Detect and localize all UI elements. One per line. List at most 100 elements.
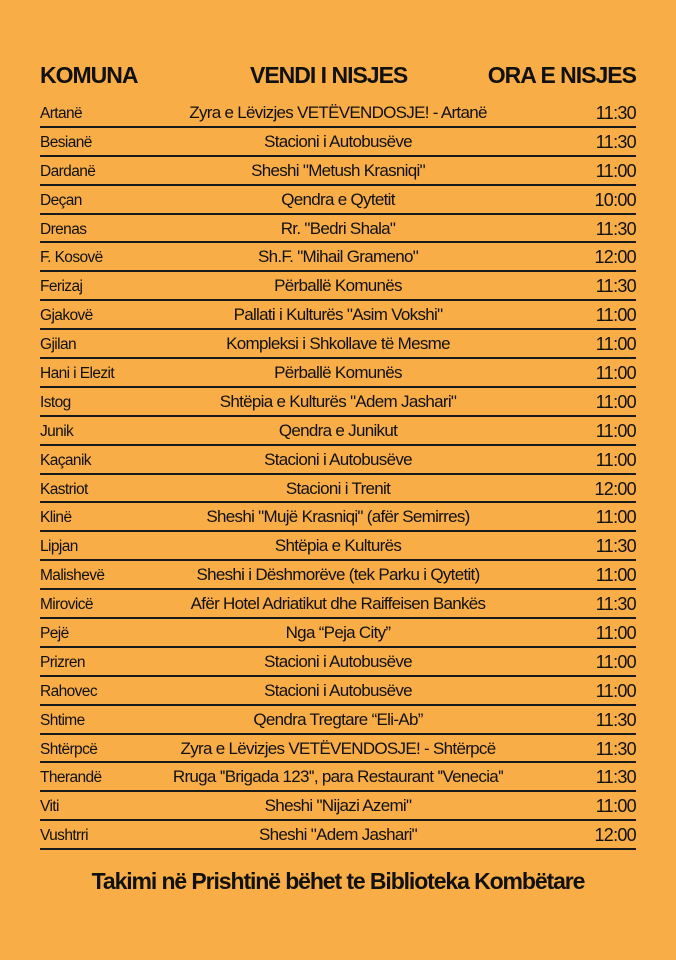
location-cell: Qendra Tregtare “Eli-Ab” [253,709,423,729]
municipality-cell: Klinë [40,509,72,527]
municipality-cell: Kaçanik [40,451,92,469]
location-cell: Afër Hotel Adriatikut dhe Raiffeisen Ban… [190,594,486,614]
location-cell: Zyra e Lëvizjes VETËVENDOSJE! - Shtërpcë [180,738,497,758]
time-cell: 11:30 [595,536,637,557]
table-row: Malishevë Sheshi i Dëshmorëve (tek Parku … [40,561,637,591]
location-cell: Shtëpia e Kulturës "Adem Jashari" [219,391,457,411]
table-row: Dardanë Sheshi "Metush Krasniqi" 11:00 [40,157,637,186]
table-row: Junik Qendra e Junikut 11:00 [40,417,637,446]
location-cell: Sheshi "Nijazi Azemi" [264,796,412,816]
municipality-cell: Gjakovë [40,307,93,325]
table-row: Gjakovë Pallati i Kulturës "Asim Vokshi" 1… [40,301,637,331]
municipality-cell: F. Kosovë [40,249,103,267]
municipality-cell: Hani i Elezit [40,365,115,383]
time-cell: 10:00 [594,189,636,210]
location-cell: Rr. "Bedri Shala" [280,218,396,238]
time-cell: 11:00 [595,420,637,441]
time-cell: 12:00 [594,247,636,268]
municipality-cell: Drenas [40,220,87,238]
municipality-cell: Gjilan [40,336,77,354]
table-row: Therandë Rruga ''Brigada 123'', para Rest… [40,763,637,793]
column-header-komuna: KOMUNA [40,62,138,88]
location-cell: Shtëpia e Kulturës [274,536,402,556]
table-row: Artanë Zyra e Lëvizjes VETËVENDOSJE! - Ar… [40,99,637,128]
column-header-ora: ORA E NISJES [487,62,637,88]
time-cell: 11:00 [595,680,637,701]
municipality-cell: Shtërpcë [40,740,98,758]
municipality-cell: Ferizaj [40,278,83,296]
location-cell: Qendra e Junikut [278,420,398,440]
time-cell: 12:00 [594,825,636,846]
time-cell: 11:30 [595,131,637,152]
municipality-cell: Junik [40,422,74,440]
municipality-cell: Lipjan [40,538,78,556]
time-cell: 11:00 [595,160,637,181]
time-cell: 11:30 [595,594,637,615]
table-row: Drenas Rr. "Bedri Shala" 11:30 [40,215,637,244]
municipality-cell: Kastriot [40,480,88,498]
time-cell: 11:00 [595,651,637,672]
location-cell: Stacioni i Autobusëve [264,651,413,671]
time-cell: 11:00 [595,305,637,326]
table-header: KOMUNA VENDI I NISJES ORA E NISJES [40,62,637,94]
table-row: Klinë Sheshi "Mujë Krasniqi" (afër Semirr… [40,503,637,533]
location-cell: Rruga ''Brigada 123'', para Restaurant '… [172,767,504,787]
table-row: Prizren Stacioni i Autobusëve 11:00 [40,648,637,677]
time-cell: 11:00 [595,449,637,470]
table-row: Kastriot Stacioni i Trenit 12:00 [40,475,637,504]
location-cell: Përballë Komunës [274,276,402,296]
table-row: Gjilan Kompleksi i Shkollave të Mesme 11:0… [40,330,637,360]
municipality-cell: Besianë [40,133,92,151]
table-row: Vushtrri Sheshi "Adem Jashari" 12:00 [40,821,637,851]
time-cell: 11:00 [595,334,637,355]
location-cell: Sh.F. "Mihail Grameno" [257,247,419,267]
table-row: Hani i Elezit Përballë Komunës 11:00 [40,359,637,388]
table-row: Rahovec Stacioni i Autobusëve 11:00 [40,677,637,706]
table-row: Pejë Nga “Peja City” 11:00 [40,619,637,648]
table-row: Lipjan Shtëpia e Kulturës 11:30 [40,532,637,562]
time-cell: 11:00 [595,565,637,586]
table-row: F. Kosovë Sh.F. "Mihail Grameno" 12:00 [40,243,637,273]
municipality-cell: Viti [40,798,59,816]
table-row: Shtërpcë Zyra e Lëvizjes VETËVENDOSJE! - … [40,735,637,764]
location-cell: Stacioni i Trenit [285,478,391,498]
municipality-cell: Malishevë [40,567,105,585]
table-row: Besianë Stacioni i Autobusëve 11:30 [40,128,637,157]
municipality-cell: Mirovicë [40,596,94,614]
municipality-cell: Prizren [40,653,86,671]
location-cell: Stacioni i Autobusëve [264,449,413,469]
location-cell: Sheshi "Metush Krasniqi" [251,160,426,180]
location-cell: Sheshi i Dëshmorëve (tek Parku i Qytetit… [196,565,480,585]
table-row: Deçan Qendra e Qytetit 10:00 [40,186,637,215]
time-cell: 11:00 [595,796,637,817]
location-cell: Stacioni i Autobusëve [264,680,413,700]
municipality-cell: Istog [40,393,71,411]
time-cell: 11:00 [595,363,637,384]
departure-table: Artanë Zyra e Lëvizjes VETËVENDOSJE! - Ar… [40,99,637,851]
location-cell: Kompleksi i Shkollave të Mesme [226,334,450,354]
municipality-cell: Shtime [40,711,85,729]
time-cell: 11:30 [595,103,637,123]
municipality-cell: Deçan [40,191,82,209]
table-row: Shtime Qendra Tregtare “Eli-Ab” 11:30 [40,706,637,735]
time-cell: 11:30 [595,276,637,297]
table-row: Kaçanik Stacioni i Autobusëve 11:00 [40,446,637,475]
location-cell: Stacioni i Autobusëve [264,131,413,151]
time-cell: 11:00 [595,391,637,412]
location-cell: Sheshi "Mujë Krasniqi" (afër Semirres) [206,507,470,527]
column-header-vendi: VENDI I NISJES [250,62,408,88]
municipality-cell: Rahovec [40,682,98,700]
table-row: Ferizaj Përballë Komunës 11:30 [40,272,637,302]
time-cell: 11:30 [595,738,637,759]
footer-note: Takimi në Prishtinë bëhet te Biblioteka … [91,868,586,894]
municipality-cell: Vushtrri [40,827,89,845]
location-cell: Pallati i Kulturës "Asim Vokshi" [233,305,444,325]
time-cell: 11:00 [595,623,637,644]
location-cell: Përballë Komunës [274,363,402,383]
table-row: Viti Sheshi "Nijazi Azemi" 11:00 [40,792,637,822]
location-cell: Qendra e Qytetit [281,189,395,209]
time-cell: 11:30 [595,709,637,730]
table-row: Mirovicë Afër Hotel Adriatikut dhe Raiffe… [40,590,637,620]
municipality-cell: Dardanë [40,162,96,180]
time-cell: 12:00 [594,478,636,499]
